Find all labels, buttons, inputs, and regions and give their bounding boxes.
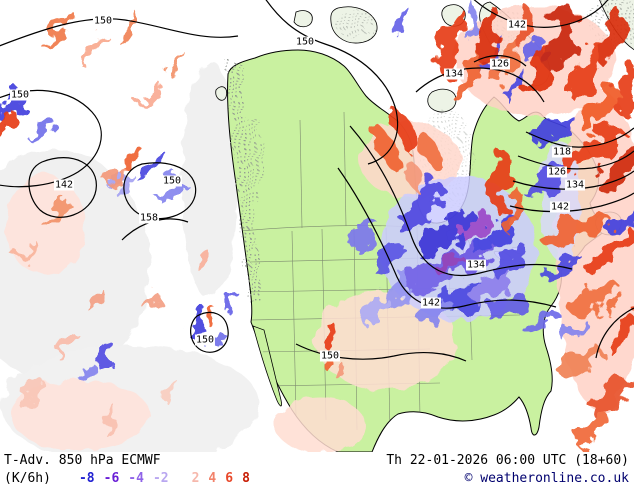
legend-value: -8 bbox=[78, 471, 95, 486]
footer-second-line: (K/6h) -8 -6 -4 -2 2 4 6 8 bbox=[4, 471, 250, 486]
parameter-title: T-Adv. 850 hPa ECMWF bbox=[4, 453, 161, 468]
legend-value: 4 bbox=[208, 471, 217, 486]
legend-value: 6 bbox=[225, 471, 234, 486]
legend-value: -4 bbox=[128, 471, 144, 486]
legend-value: -6 bbox=[103, 471, 120, 486]
map-graphic bbox=[0, 0, 634, 452]
legend-value: 8 bbox=[242, 471, 250, 486]
legend-value: -2 bbox=[152, 471, 169, 486]
legend-values: -8 -6 -4 -2 2 4 6 8 bbox=[79, 471, 250, 486]
units-label: (K/6h) bbox=[4, 471, 51, 486]
map-image: 150 150 142 134 126 150 142 150 158 118 126 134 142 1… bbox=[0, 0, 634, 452]
footer: T-Adv. 850 hPa ECMWF (K/6h) -8 -6 -4 -2 2 4 6 8… bbox=[0, 452, 634, 490]
advection-warm bbox=[0, 4, 634, 447]
baja-peninsula bbox=[252, 325, 282, 407]
copyright: © weatheronline.co.uk bbox=[464, 471, 629, 486]
valid-time: Th 22-01-2026 06:00 UTC (18+60) bbox=[386, 453, 629, 468]
legend-value: 2 bbox=[191, 471, 200, 486]
